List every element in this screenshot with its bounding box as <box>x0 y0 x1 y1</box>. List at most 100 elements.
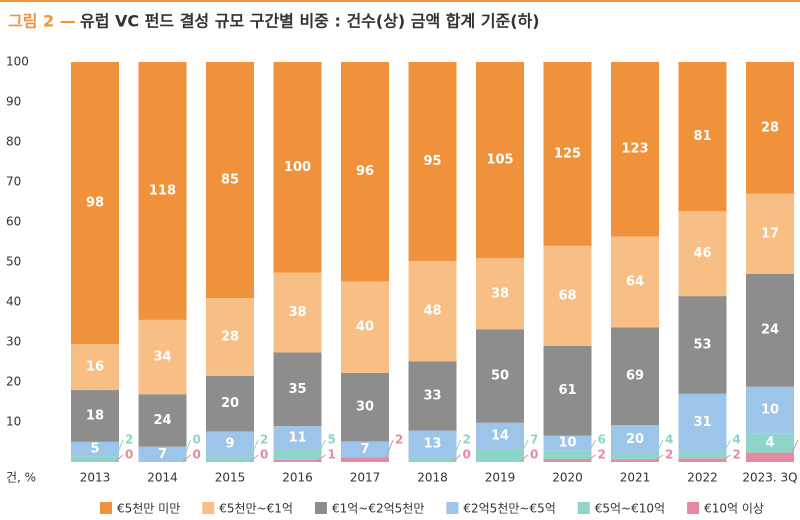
data-label: 0 <box>125 448 133 462</box>
bar-segment <box>206 431 254 457</box>
data-label: 34 <box>153 350 171 365</box>
data-label: 2 <box>260 433 268 447</box>
data-label: 64 <box>626 274 644 289</box>
data-label: 17 <box>761 226 779 241</box>
x-tick-label: 2018 <box>417 471 448 485</box>
bar-segment <box>543 450 592 460</box>
leader-line <box>182 454 191 463</box>
legend-label: €5억~€10억 <box>595 502 665 516</box>
data-label: 24 <box>153 413 171 428</box>
y-tick-label: 40 <box>6 295 21 309</box>
legend-label: €10억 이상 <box>704 502 764 516</box>
legend-swatch <box>314 502 327 514</box>
leader-line <box>519 439 529 456</box>
data-label: 0 <box>193 433 201 447</box>
data-label: 38 <box>491 286 509 301</box>
bar-segment <box>138 319 187 395</box>
data-label: 118 <box>149 183 176 198</box>
data-label: 2 <box>665 448 673 462</box>
bar-segment <box>746 433 794 453</box>
data-label: 38 <box>288 305 306 320</box>
bar-segment <box>408 260 457 362</box>
legend-swatch <box>202 502 215 514</box>
data-label: 16 <box>86 360 104 375</box>
data-label: 2 <box>598 448 606 462</box>
bar-segment <box>341 372 389 442</box>
data-label: 85 <box>221 173 239 188</box>
data-label: 7 <box>158 447 167 462</box>
x-tick-label: 2019 <box>485 471 516 485</box>
legend-swatch <box>687 502 700 514</box>
data-label: 2 <box>395 433 403 447</box>
leader-line <box>452 454 461 463</box>
data-label: 48 <box>423 304 441 319</box>
x-tick-label: 2022 <box>687 471 718 485</box>
y-tick-label: 10 <box>6 415 21 429</box>
bar-segment <box>408 361 457 431</box>
data-label: 4 <box>665 433 673 447</box>
bar-segment <box>476 62 524 259</box>
bar-segment <box>746 273 794 387</box>
data-label: 14 <box>491 428 509 443</box>
x-tick-label: 2017 <box>350 471 381 485</box>
legend-label: €2억5천만~€5억 <box>463 501 555 516</box>
y-tick-label: 100 <box>6 55 29 69</box>
leader-line <box>789 439 799 458</box>
data-label: 0 <box>260 448 268 462</box>
data-label: 68 <box>558 288 576 303</box>
data-label: 95 <box>423 154 441 169</box>
bar-segment <box>273 62 322 273</box>
leader-line <box>587 454 596 461</box>
data-label: 96 <box>356 164 374 179</box>
bar-segment <box>341 441 389 458</box>
bar-segment <box>71 441 119 457</box>
bar-segment <box>678 62 727 212</box>
bar-segment <box>543 345 592 436</box>
leader-line <box>722 439 731 455</box>
data-label: 2 <box>463 433 471 447</box>
bar-segment <box>138 62 187 320</box>
x-tick-label: 2014 <box>147 471 178 485</box>
bar-segment <box>476 422 524 449</box>
y-tick-label: 90 <box>6 95 21 109</box>
data-label: 30 <box>356 400 374 415</box>
bar-segment <box>206 456 254 462</box>
legend-label: €5천만 미만 <box>117 501 180 516</box>
x-tick-label: 2013 <box>80 471 111 485</box>
y-tick-label: 50 <box>6 255 21 269</box>
data-label: 69 <box>626 369 644 384</box>
data-label: 10 <box>558 435 576 450</box>
y-tick-label: 80 <box>6 135 21 149</box>
bar-segment <box>273 449 322 460</box>
y-tick-label: 70 <box>6 175 21 189</box>
bar-segment <box>408 457 457 462</box>
data-label: 50 <box>491 369 509 384</box>
bar-segment <box>138 446 187 462</box>
data-label: 81 <box>693 129 711 144</box>
data-label: 10 <box>761 403 779 418</box>
bar-segment <box>678 393 727 451</box>
x-tick-label: 2015 <box>215 471 246 485</box>
data-label: 100 <box>284 160 311 175</box>
leader-line <box>654 439 664 457</box>
bar-segment <box>543 245 592 346</box>
bar-segment <box>273 272 322 353</box>
leader-line <box>249 454 259 463</box>
data-label: 7 <box>360 442 369 457</box>
leader-line <box>114 439 124 460</box>
bar-segment <box>678 450 727 459</box>
y-tick-label: 60 <box>6 215 21 229</box>
data-label: 5 <box>328 433 336 447</box>
bar-segment <box>273 352 322 427</box>
x-tick-label: 2020 <box>552 471 583 485</box>
data-label: 98 <box>86 196 104 211</box>
bar-segment <box>611 425 659 454</box>
data-label: 4 <box>765 436 774 451</box>
data-label: 46 <box>693 246 711 261</box>
bar-segment <box>273 426 322 450</box>
bar-segment <box>71 390 119 442</box>
leader-line <box>722 454 731 461</box>
bar-segment <box>611 453 659 460</box>
data-label: 1 <box>328 448 336 462</box>
leader-line <box>384 439 394 460</box>
